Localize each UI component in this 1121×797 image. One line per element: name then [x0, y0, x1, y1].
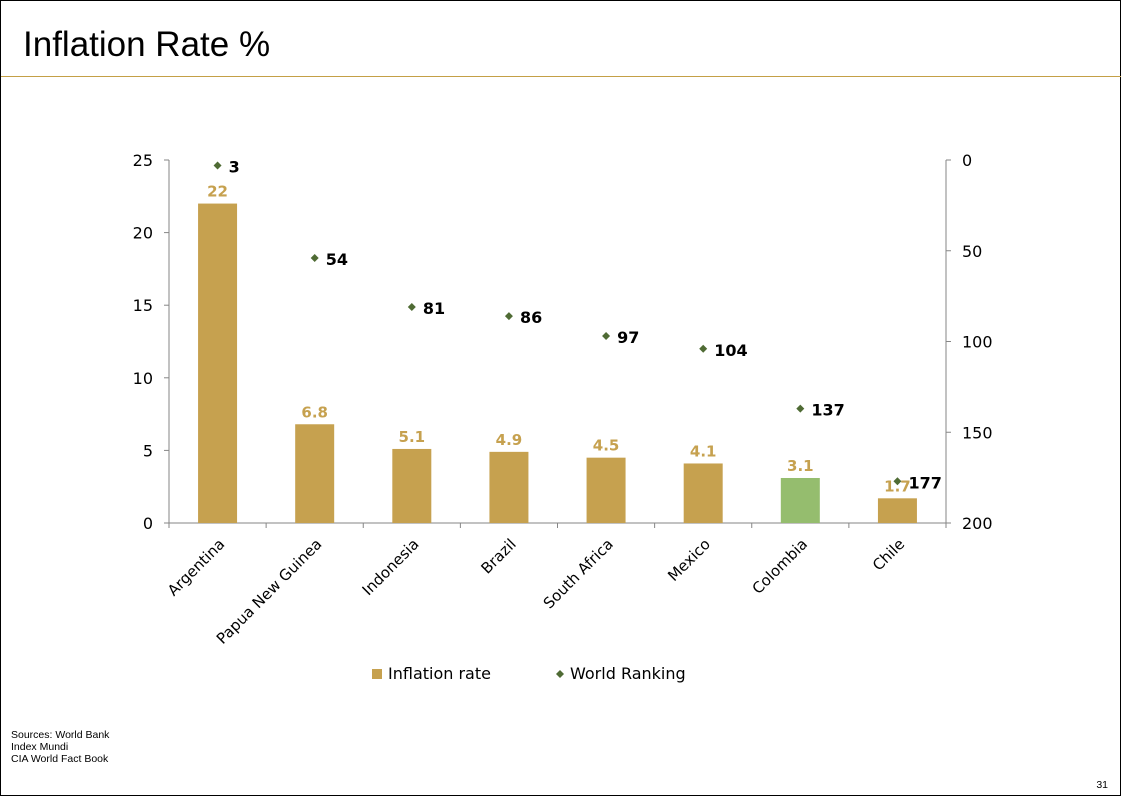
- category-label: Chile: [869, 535, 908, 574]
- right-axis-tick-label: 100: [962, 333, 993, 352]
- category-label: Papua New Guinea: [213, 535, 326, 648]
- ranking-point: [602, 332, 611, 341]
- bar: [877, 498, 917, 523]
- category-label: Argentina: [164, 535, 228, 599]
- bar-value-label: 4.1: [690, 442, 717, 460]
- ranking-point: [504, 312, 513, 321]
- bar-value-label: 6.8: [301, 403, 328, 421]
- bar: [392, 448, 432, 523]
- bar-value-label: 3.1: [787, 457, 814, 475]
- ranking-point: [213, 161, 222, 170]
- ranking-value-label: 97: [617, 328, 639, 347]
- title-divider: [1, 76, 1121, 77]
- bar-value-label: 5.1: [399, 428, 426, 446]
- ranking-value-label: 3: [229, 157, 240, 176]
- legend-label-ranking: World Ranking: [570, 664, 686, 683]
- category-label: Brazil: [477, 535, 519, 577]
- bar: [683, 463, 723, 523]
- right-axis-tick-label: 0: [962, 151, 972, 170]
- legend-label-inflation: Inflation rate: [388, 664, 491, 683]
- ranking-point: [796, 404, 805, 413]
- bar-value-label: 4.9: [496, 431, 523, 449]
- ranking-value-label: 137: [811, 401, 844, 420]
- left-axis-tick-label: 10: [133, 369, 153, 388]
- source-line: CIA World Fact Book: [11, 753, 109, 765]
- bar: [780, 477, 820, 523]
- right-axis-tick-label: 150: [962, 423, 993, 442]
- ranking-point: [310, 254, 319, 263]
- legend-swatch-ranking: [556, 670, 564, 678]
- category-label: Mexico: [664, 535, 714, 585]
- bar: [489, 451, 529, 523]
- ranking-value-label: 104: [714, 341, 747, 360]
- ranking-value-label: 54: [326, 250, 348, 269]
- left-axis-tick-label: 0: [143, 514, 153, 533]
- left-axis-tick-label: 20: [133, 224, 153, 243]
- source-line: Index Mundi: [11, 741, 69, 753]
- ranking-point: [699, 344, 708, 353]
- bar: [198, 203, 238, 523]
- ranking-value-label: 177: [908, 473, 941, 492]
- page-title: Inflation Rate %: [23, 25, 271, 64]
- left-axis-tick-label: 25: [133, 151, 153, 170]
- category-label: Colombia: [749, 535, 812, 598]
- left-axis-tick-label: 5: [143, 441, 153, 460]
- ranking-value-label: 81: [423, 299, 445, 318]
- bar-value-label: 4.5: [593, 437, 620, 455]
- ranking-point: [893, 477, 902, 486]
- right-axis-tick-label: 200: [962, 514, 993, 533]
- bar-value-label: 22: [207, 183, 228, 201]
- right-axis-tick-label: 50: [962, 242, 982, 261]
- left-axis-tick-label: 15: [133, 296, 153, 315]
- page-number: 31: [1096, 779, 1108, 791]
- bar-value-label: 1.7: [884, 477, 911, 495]
- category-label: Indonesia: [359, 535, 423, 599]
- sources-note: Sources: World Bank Index Mundi CIA Worl…: [11, 729, 109, 765]
- ranking-point: [407, 303, 416, 312]
- bar: [295, 424, 335, 523]
- legend-swatch-inflation: [372, 669, 382, 679]
- category-label: South Africa: [540, 535, 617, 612]
- bar: [586, 457, 626, 523]
- source-line: Sources: World Bank: [11, 729, 110, 741]
- ranking-value-label: 86: [520, 308, 542, 327]
